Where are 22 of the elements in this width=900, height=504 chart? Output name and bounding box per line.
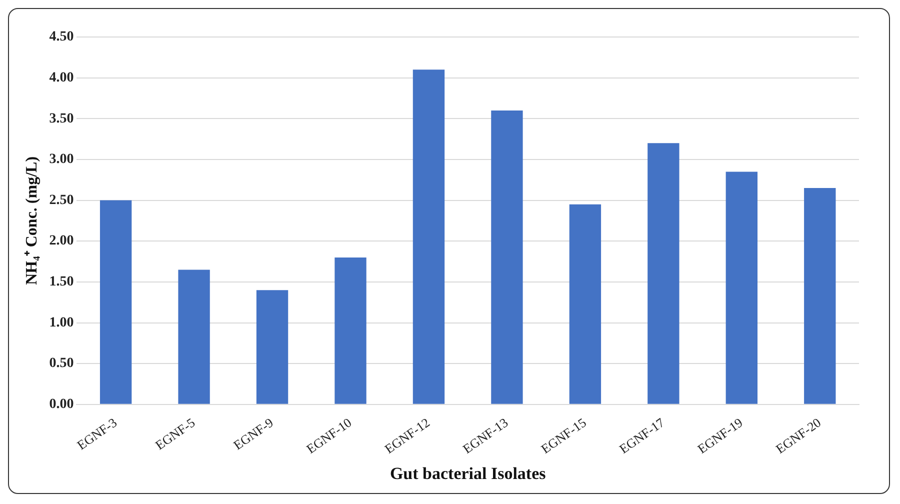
y-tick-label: 0.50 bbox=[49, 356, 74, 372]
bar bbox=[491, 110, 523, 404]
y-tick-label: 1.50 bbox=[49, 274, 74, 290]
y-tick-label: 3.00 bbox=[49, 152, 74, 168]
bar bbox=[100, 200, 132, 404]
bar bbox=[334, 257, 366, 404]
bar bbox=[256, 290, 288, 404]
x-axis-title: Gut bacterial Isolates bbox=[390, 464, 546, 484]
bar bbox=[726, 172, 758, 404]
y-tick-label: 4.00 bbox=[49, 70, 74, 86]
y-tick-label: 3.50 bbox=[49, 111, 74, 126]
y-tick-label: 1.00 bbox=[49, 315, 74, 330]
y-tick-label: 2.00 bbox=[49, 234, 74, 249]
bar bbox=[178, 270, 210, 404]
y-tick-label: 4.50 bbox=[49, 30, 74, 45]
bar bbox=[412, 70, 445, 404]
bar bbox=[569, 204, 602, 404]
y-tick-label: 0.00 bbox=[49, 397, 74, 412]
bar bbox=[804, 188, 836, 404]
bar bbox=[648, 143, 680, 404]
y-axis-title: NH₄⁺ Conc. (mg/L) bbox=[24, 156, 41, 285]
y-tick-label: 2.50 bbox=[49, 192, 74, 208]
